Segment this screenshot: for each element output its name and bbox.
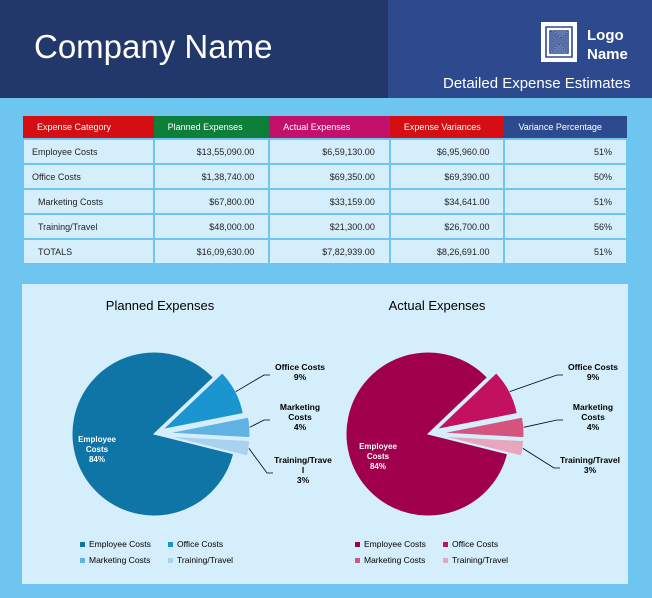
legend-label: Office Costs [177, 539, 223, 549]
row-category: TOTALS [22, 238, 155, 265]
slice-label: 84% [89, 455, 105, 464]
chart-title: Actual Expenses [389, 298, 486, 313]
table-row: Employee Costs $13,55,090.00 $6,59,130.0… [22, 138, 628, 165]
slice-label: Marketing [280, 402, 320, 412]
pie-slice [167, 416, 251, 439]
leader-line [248, 448, 273, 474]
row-category: Office Costs [22, 163, 155, 190]
table-totals-row: TOTALS $16,09,630.00 $7,82,939.00 $8,26,… [22, 238, 628, 265]
legend-swatch [443, 542, 448, 547]
row-planned: $13,55,090.00 [152, 138, 271, 165]
legend-label: Office Costs [452, 539, 498, 549]
row-actual: $21,300.00 [268, 213, 391, 240]
legend-label: Training/Travel [452, 555, 508, 565]
row-planned: $67,800.00 [152, 188, 271, 215]
row-actual: $69,350.00 [268, 163, 391, 190]
legend-swatch [355, 542, 360, 547]
leader-line [249, 419, 270, 428]
row-percentage: 56% [503, 213, 628, 240]
leader-line [235, 374, 270, 393]
legend-label: Employee Costs [364, 539, 426, 549]
pie-slice [71, 351, 235, 517]
slice-label: Costs [288, 412, 312, 422]
logo-icon [541, 22, 577, 62]
legend-swatch [80, 542, 85, 547]
table-row: Office Costs $1,38,740.00 $69,350.00 $69… [22, 163, 628, 190]
table-row: Training/Travel $48,000.00 $21,300.00 $2… [22, 213, 628, 240]
page-subtitle: Detailed Expense Estimates [443, 75, 631, 92]
slice-label: l [302, 465, 304, 475]
table-row: Marketing Costs $67,800.00 $33,159.00 $3… [22, 188, 628, 215]
slice-label: Employee [359, 442, 397, 451]
slice-label: 3% [297, 475, 310, 485]
legend-label: Employee Costs [89, 539, 151, 549]
expense-table: Expense Category Planned Expenses Actual… [22, 116, 628, 265]
company-name: Company Name [34, 28, 273, 65]
header-logo-band [388, 0, 652, 98]
slice-label: Costs [367, 452, 390, 461]
column-header-variance: Expense Variances [389, 116, 505, 139]
row-percentage: 51% [503, 138, 628, 165]
legend-swatch [80, 558, 85, 563]
slice-label: 84% [370, 462, 386, 471]
slice-label: Costs [86, 445, 109, 454]
slice-label: Office Costs [568, 362, 618, 372]
row-variance: $26,700.00 [388, 213, 506, 240]
legend-swatch [355, 558, 360, 563]
row-percentage: 51% [503, 238, 628, 265]
legend-label: Marketing Costs [364, 555, 425, 565]
chart-title: Planned Expenses [106, 298, 215, 313]
column-header-actual: Actual Expenses [269, 116, 390, 139]
leader-line [523, 419, 563, 428]
column-header-category: Expense Category [23, 116, 154, 139]
charts-panel: Planned Expenses Employee Costs 84% Office C… [22, 284, 628, 584]
row-percentage: 50% [503, 163, 628, 190]
row-category: Marketing Costs [22, 188, 155, 215]
pie-slice [441, 416, 525, 439]
logo-line-2: Name [587, 46, 628, 63]
pie-slice [435, 372, 518, 431]
row-planned: $1,38,740.00 [152, 163, 271, 190]
pie-slice [161, 372, 244, 431]
row-actual: $6,59,130.00 [268, 138, 391, 165]
row-variance: $34,641.00 [388, 188, 506, 215]
legend-label: Training/Travel [177, 555, 233, 565]
legend-swatch [168, 558, 173, 563]
header-title-band: Company Name [0, 0, 388, 98]
header: Company Name Logo Name Detailed Expense … [0, 0, 652, 98]
pie-slice [345, 351, 509, 517]
row-percentage: 51% [503, 188, 628, 215]
row-category: Training/Travel [22, 213, 155, 240]
legend-swatch [168, 542, 173, 547]
row-planned: $48,000.00 [152, 213, 271, 240]
row-planned: $16,09,630.00 [152, 238, 271, 265]
slice-label: Employee [78, 435, 116, 444]
row-actual: $7,82,939.00 [268, 238, 391, 265]
slice-label: 4% [587, 422, 600, 432]
slice-label: 3% [584, 465, 597, 475]
row-variance: $69,390.00 [388, 163, 506, 190]
slice-label: 4% [294, 422, 307, 432]
slice-label: Marketing [573, 402, 613, 412]
slice-label: Costs [581, 412, 605, 422]
column-header-percentage: Variance Percentage [504, 116, 627, 139]
legend-swatch [443, 558, 448, 563]
leader-line [522, 448, 560, 469]
slice-label: 9% [294, 372, 307, 382]
legend-label: Marketing Costs [89, 555, 150, 565]
row-variance: $8,26,691.00 [388, 238, 506, 265]
logo-name: Logo Name [587, 26, 628, 64]
column-header-planned: Planned Expenses [153, 116, 270, 139]
logo-line-1: Logo [587, 27, 624, 44]
row-category: Employee Costs [22, 138, 155, 165]
row-variance: $6,95,960.00 [388, 138, 506, 165]
slice-label: Training/Trave [274, 455, 332, 465]
slice-label: 9% [587, 372, 600, 382]
leader-line [509, 374, 563, 393]
slice-label: Office Costs [275, 362, 325, 372]
table-header-row: Expense Category Planned Expenses Actual… [23, 116, 627, 139]
slice-label: Training/Travel [560, 455, 620, 465]
row-actual: $33,159.00 [268, 188, 391, 215]
